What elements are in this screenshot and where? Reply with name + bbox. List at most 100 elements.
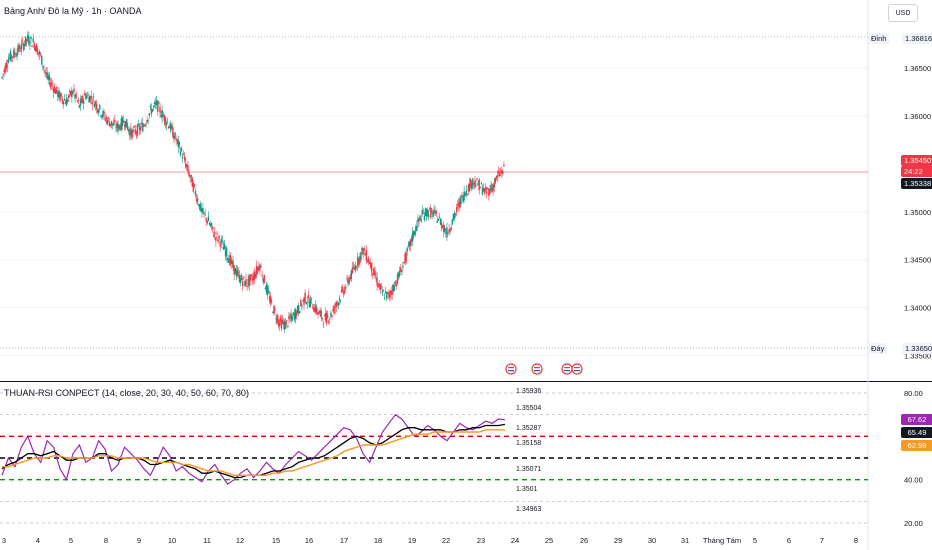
candle bbox=[443, 225, 445, 233]
price-chart[interactable]: 1.36500 1.36000 1.35000 1.34500 1.34000 1.335… bbox=[0, 0, 932, 381]
candle bbox=[143, 125, 145, 127]
candle bbox=[123, 124, 126, 127]
candle bbox=[406, 248, 408, 252]
candle bbox=[307, 294, 310, 298]
time-axis-label: 8 bbox=[104, 536, 108, 545]
candle bbox=[176, 138, 178, 141]
time-axis-label: 29 bbox=[614, 536, 622, 545]
candle bbox=[326, 315, 329, 318]
rsi-indicator-title[interactable]: THUAN-RSI CONPECT (14, close, 20, 30, 40… bbox=[4, 388, 249, 398]
candle bbox=[10, 55, 13, 58]
candle bbox=[492, 184, 494, 191]
time-axis-label: 22 bbox=[442, 536, 450, 545]
candle bbox=[324, 312, 327, 321]
candle bbox=[375, 278, 377, 279]
candle bbox=[12, 56, 14, 58]
candle bbox=[217, 239, 219, 242]
candle bbox=[486, 191, 488, 194]
candle bbox=[108, 122, 111, 127]
candle bbox=[420, 218, 422, 222]
candle bbox=[446, 227, 448, 238]
currency-button[interactable]: USD bbox=[888, 4, 918, 22]
candle bbox=[65, 98, 68, 106]
candle bbox=[300, 300, 302, 306]
low-marker-value: 1.33650 bbox=[902, 343, 932, 354]
candle bbox=[340, 289, 343, 293]
candle bbox=[129, 130, 131, 137]
candle bbox=[460, 195, 462, 205]
candle bbox=[333, 305, 335, 314]
candle bbox=[360, 252, 362, 260]
candle bbox=[484, 186, 487, 191]
candle bbox=[272, 312, 274, 313]
candle bbox=[185, 163, 187, 168]
candle bbox=[35, 44, 38, 52]
candle bbox=[377, 284, 379, 288]
candle bbox=[166, 121, 169, 123]
candle bbox=[440, 222, 443, 228]
candle bbox=[478, 179, 480, 191]
candle bbox=[177, 139, 179, 148]
candle bbox=[201, 209, 203, 213]
candle bbox=[262, 278, 264, 283]
candle bbox=[373, 267, 375, 276]
candle bbox=[120, 118, 123, 130]
candle bbox=[435, 210, 437, 214]
candle bbox=[451, 219, 454, 225]
candle bbox=[310, 297, 313, 299]
candle bbox=[161, 110, 163, 119]
candle bbox=[434, 209, 436, 211]
candle bbox=[22, 43, 25, 50]
candle bbox=[388, 293, 390, 298]
time-axis-label: 15 bbox=[272, 536, 280, 545]
time-axis-label: 3 bbox=[2, 536, 6, 545]
candle bbox=[94, 101, 97, 105]
candle bbox=[151, 109, 154, 112]
rsi-axis-label: 40.00 bbox=[904, 476, 923, 485]
rsi-series-line bbox=[1, 413, 506, 485]
candle bbox=[269, 296, 272, 304]
candle bbox=[448, 228, 450, 233]
candle bbox=[5, 62, 7, 69]
time-axis-label: 24 bbox=[511, 536, 519, 545]
candle bbox=[487, 188, 489, 190]
candle bbox=[295, 311, 298, 317]
candle bbox=[344, 287, 346, 293]
candle bbox=[128, 129, 130, 132]
candle bbox=[171, 125, 173, 129]
candle bbox=[46, 72, 48, 79]
candle bbox=[472, 178, 474, 185]
rsi-level-label: 1.34963 bbox=[516, 506, 541, 513]
candle bbox=[158, 102, 160, 104]
candle bbox=[26, 39, 28, 42]
time-axis-label: 11 bbox=[203, 536, 211, 545]
candle bbox=[453, 213, 456, 219]
candle bbox=[330, 312, 332, 317]
candle bbox=[294, 309, 297, 319]
candle bbox=[347, 278, 349, 284]
candle bbox=[411, 232, 414, 242]
candle bbox=[358, 258, 360, 265]
candle bbox=[159, 106, 161, 113]
candle bbox=[429, 207, 431, 209]
candle bbox=[367, 258, 370, 263]
candle bbox=[146, 120, 148, 123]
candle bbox=[502, 171, 504, 174]
candle bbox=[264, 288, 267, 289]
candle bbox=[464, 193, 466, 196]
candle bbox=[290, 313, 292, 318]
candle bbox=[221, 240, 224, 241]
candle bbox=[230, 256, 232, 264]
rsi-chart[interactable]: 1.35936 1.35504 1.35287 1.35158 1.35071 1.350… bbox=[0, 381, 932, 550]
candle bbox=[280, 319, 283, 329]
candle bbox=[479, 187, 481, 189]
candle bbox=[175, 139, 177, 141]
candle bbox=[208, 223, 211, 225]
rsi-value-badge: 67.62 bbox=[901, 414, 932, 425]
candle bbox=[64, 101, 67, 104]
candle bbox=[287, 325, 289, 327]
candle bbox=[261, 275, 263, 277]
rsi-axis-label: 80.00 bbox=[904, 389, 923, 398]
candle bbox=[191, 177, 193, 187]
candle bbox=[69, 91, 71, 92]
